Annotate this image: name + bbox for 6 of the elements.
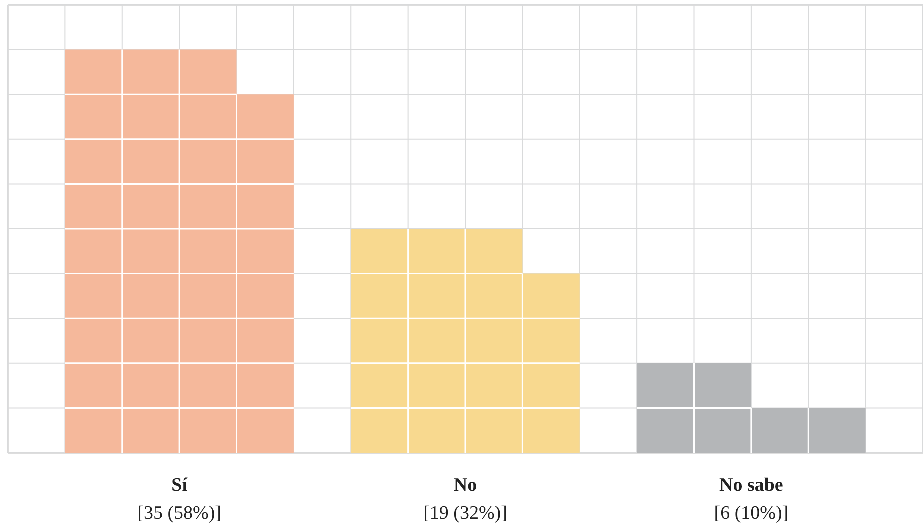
category-label: Sí xyxy=(172,475,188,496)
data-label: [19 (32%)] xyxy=(424,503,508,524)
category-label: No xyxy=(454,475,478,496)
data-label: [35 (58%)] xyxy=(138,503,222,524)
data-label: [6 (10%)] xyxy=(714,503,789,524)
category-label: No sabe xyxy=(720,475,784,496)
